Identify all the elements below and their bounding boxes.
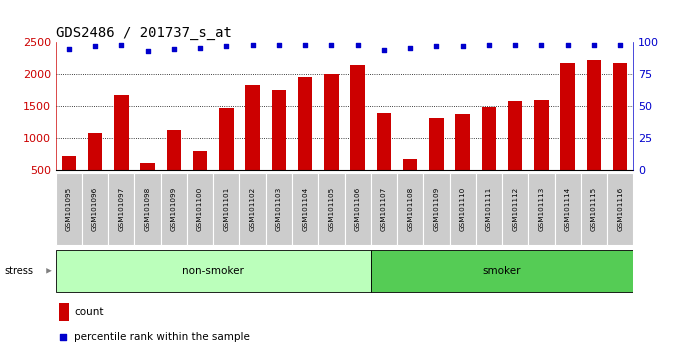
Bar: [397, 173, 423, 245]
Point: [58, 334, 69, 340]
Text: GSM101099: GSM101099: [171, 187, 177, 231]
Point: [588, 42, 599, 48]
Bar: [56, 173, 82, 245]
Bar: [371, 250, 633, 292]
Bar: [108, 173, 134, 245]
Bar: [318, 173, 345, 245]
Text: GSM101111: GSM101111: [486, 187, 492, 231]
Bar: [292, 173, 318, 245]
Text: GSM101114: GSM101114: [564, 187, 571, 231]
Point: [352, 42, 363, 48]
Bar: [403, 159, 418, 202]
Text: GSM101115: GSM101115: [591, 187, 597, 231]
Text: GSM101105: GSM101105: [329, 187, 334, 231]
Bar: [482, 107, 496, 202]
Bar: [246, 85, 260, 202]
Point: [168, 46, 180, 52]
Point: [221, 44, 232, 49]
Bar: [450, 173, 476, 245]
Text: GSM101100: GSM101100: [197, 187, 203, 231]
Point: [326, 42, 337, 48]
Text: percentile rank within the sample: percentile rank within the sample: [74, 332, 250, 342]
Text: GSM101101: GSM101101: [223, 187, 230, 231]
Bar: [58, 303, 69, 321]
Bar: [88, 133, 102, 202]
Bar: [377, 113, 391, 202]
Bar: [476, 173, 502, 245]
Point: [509, 42, 521, 48]
Text: count: count: [74, 307, 104, 317]
Point: [431, 44, 442, 49]
Point: [457, 44, 468, 49]
Bar: [166, 130, 181, 202]
Point: [562, 42, 574, 48]
Text: GSM101095: GSM101095: [66, 187, 72, 231]
Bar: [371, 173, 397, 245]
Bar: [535, 101, 548, 202]
Bar: [187, 173, 213, 245]
Bar: [266, 173, 292, 245]
Point: [90, 44, 101, 49]
Bar: [613, 63, 628, 202]
Bar: [134, 173, 161, 245]
Text: GDS2486 / 201737_s_at: GDS2486 / 201737_s_at: [56, 26, 232, 40]
Bar: [528, 173, 555, 245]
Text: GSM101096: GSM101096: [92, 187, 98, 231]
Bar: [502, 173, 528, 245]
Bar: [508, 101, 523, 202]
Bar: [324, 74, 339, 202]
Text: GSM101097: GSM101097: [118, 187, 125, 231]
Bar: [161, 173, 187, 245]
Text: non-smoker: non-smoker: [182, 266, 244, 276]
Text: GSM101107: GSM101107: [381, 187, 387, 231]
Bar: [219, 108, 234, 202]
Bar: [239, 173, 266, 245]
Point: [404, 45, 416, 50]
Bar: [82, 173, 108, 245]
Bar: [345, 173, 371, 245]
Point: [483, 42, 494, 48]
Text: GSM101098: GSM101098: [145, 187, 150, 231]
Text: GSM101112: GSM101112: [512, 187, 519, 231]
Text: GSM101106: GSM101106: [355, 187, 361, 231]
Point: [299, 42, 310, 48]
Bar: [587, 60, 601, 202]
Point: [274, 42, 285, 48]
Bar: [423, 173, 450, 245]
Text: GSM101104: GSM101104: [302, 187, 308, 231]
Point: [142, 48, 153, 54]
Bar: [61, 156, 76, 202]
Text: smoker: smoker: [483, 266, 521, 276]
Bar: [114, 95, 129, 202]
Bar: [607, 173, 633, 245]
Point: [379, 47, 390, 53]
Bar: [213, 173, 239, 245]
Bar: [298, 77, 313, 202]
Bar: [560, 63, 575, 202]
Text: GSM101110: GSM101110: [459, 187, 466, 231]
Point: [195, 45, 206, 50]
Bar: [350, 65, 365, 202]
Point: [247, 42, 258, 48]
Bar: [141, 163, 155, 202]
Text: GSM101103: GSM101103: [276, 187, 282, 231]
Bar: [429, 118, 443, 202]
Bar: [193, 151, 207, 202]
Bar: [56, 250, 371, 292]
Point: [63, 46, 74, 52]
Point: [116, 42, 127, 48]
Bar: [271, 90, 286, 202]
Bar: [581, 173, 607, 245]
Text: GSM101108: GSM101108: [407, 187, 413, 231]
Point: [536, 42, 547, 48]
Text: GSM101109: GSM101109: [434, 187, 439, 231]
Bar: [555, 173, 581, 245]
Point: [615, 42, 626, 48]
Text: GSM101102: GSM101102: [250, 187, 255, 231]
Text: stress: stress: [4, 266, 33, 276]
Bar: [455, 114, 470, 202]
Text: GSM101116: GSM101116: [617, 187, 623, 231]
Text: GSM101113: GSM101113: [539, 187, 544, 231]
